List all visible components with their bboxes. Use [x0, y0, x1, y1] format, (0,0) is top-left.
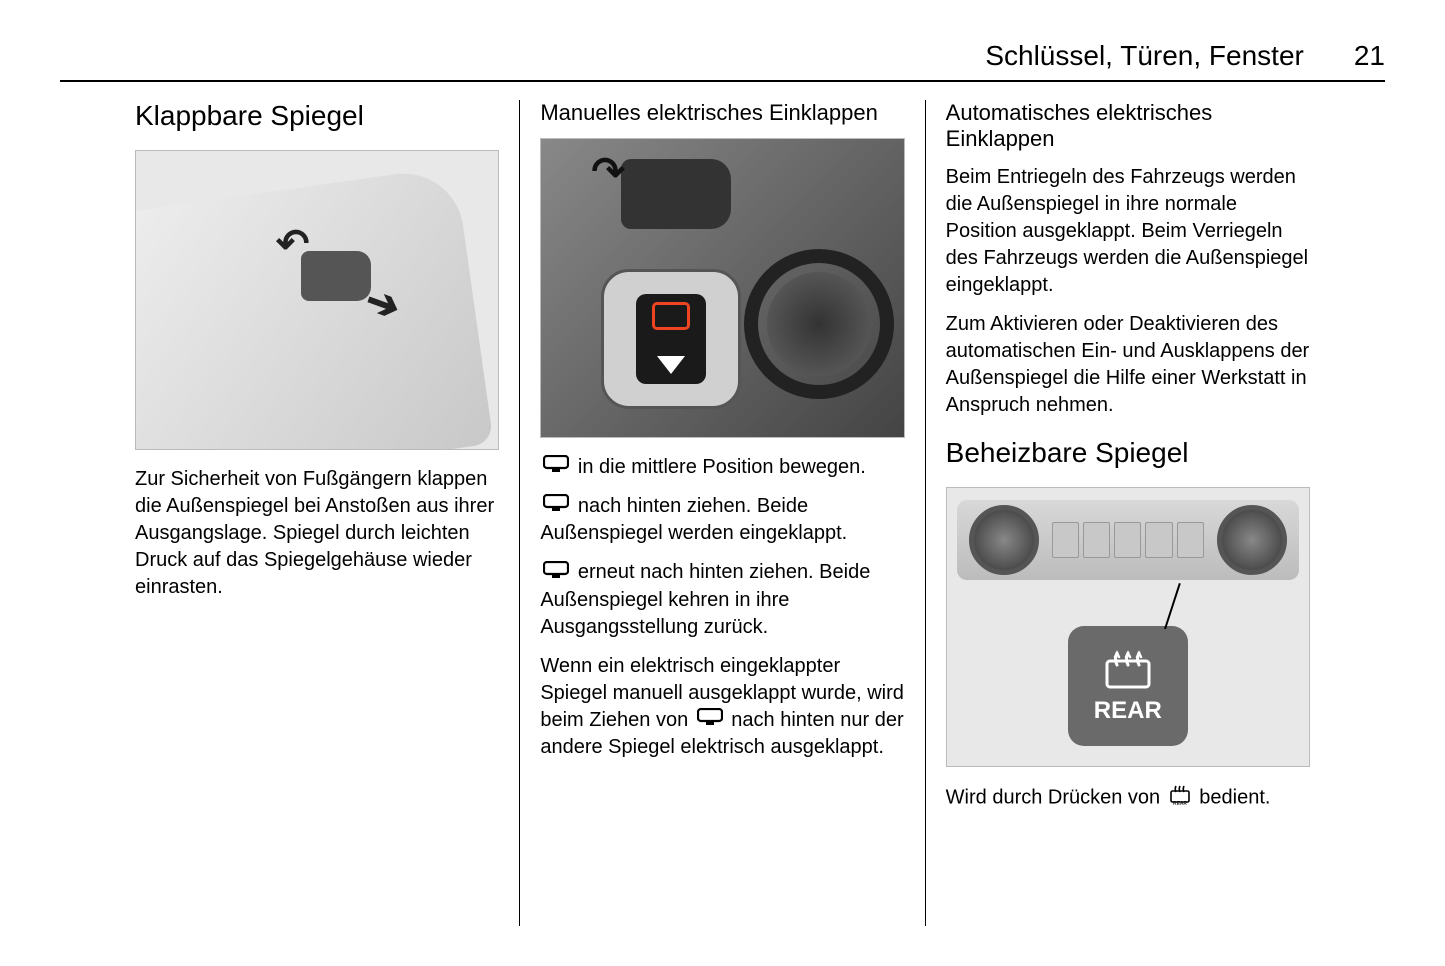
col2-heading: Manuelles elektrisches Einklappen: [540, 100, 904, 126]
climate-button: [1145, 522, 1172, 558]
col3-heading1: Automatisches elektrisches Einklappen: [946, 100, 1310, 152]
rear-button-callout: REAR: [1068, 626, 1188, 746]
col2-p3: erneut nach hinten ziehen. Beide Außensp…: [540, 559, 904, 640]
page-number: 21: [1354, 40, 1385, 72]
mirror-switch-icon: [697, 707, 723, 734]
page-header: Schlüssel, Türen, Fenster 21: [985, 40, 1385, 72]
climate-button: [1114, 522, 1141, 558]
content-columns: Klappbare Spiegel ↶ ➔ Zur Sicherheit von…: [115, 100, 1330, 926]
column-1: Klappbare Spiegel ↶ ➔ Zur Sicherheit von…: [115, 100, 519, 926]
col1-heading: Klappbare Spiegel: [135, 100, 499, 132]
figure-folding-mirror: ↶ ➔: [135, 150, 499, 450]
climate-button: [1052, 522, 1079, 558]
col2-p2: nach hinten ziehen. Beide Außenspiegel w…: [540, 493, 904, 547]
col3-p3-after: bedient.: [1194, 786, 1271, 808]
col2-p1: in die mittlere Position bewegen.: [540, 454, 904, 481]
climate-button: [1083, 522, 1110, 558]
rear-defrost-icon: [1101, 647, 1155, 691]
header-rule: [60, 80, 1385, 82]
climate-button: [1177, 522, 1204, 558]
mirror-switch-icon: [543, 454, 569, 481]
steering-wheel-illustration: [744, 249, 894, 399]
col3-p3-before: Wird durch Drücken von: [946, 786, 1166, 808]
car-body-illustration: [135, 166, 494, 450]
col2-p2-text: nach hinten ziehen. Beide Außenspiegel w…: [540, 495, 847, 544]
mirror-fold-arrow-icon: ↷: [591, 149, 625, 195]
col2-p1-text: in die mittlere Position bewegen.: [572, 456, 866, 478]
mirror-switch-illustration: [636, 294, 706, 384]
col2-p4: Wenn ein elektrisch eingeklappter Spiege…: [540, 653, 904, 761]
col3-p2: Zum Aktivieren oder Deaktivieren des aut…: [946, 311, 1310, 419]
svg-text:REAR: REAR: [1173, 801, 1187, 805]
mirror-switch-icon: [543, 560, 569, 587]
figure-mirror-switch: ↷: [540, 138, 904, 438]
col3-p1: Beim Entriegeln des Fahrzeugs werden die…: [946, 164, 1310, 299]
section-title: Schlüssel, Türen, Fenster: [985, 40, 1304, 72]
figure-heated-mirror-control: REAR: [946, 487, 1310, 767]
col2-p3-text: erneut nach hinten ziehen. Beide Außensp…: [540, 561, 870, 637]
exterior-mirror-illustration: [301, 251, 371, 301]
rear-defrost-small-icon: REAR: [1169, 783, 1191, 813]
col1-paragraph: Zur Sicherheit von Fußgängern klappen di…: [135, 466, 499, 601]
callout-line: [1164, 583, 1181, 629]
left-dial-illustration: [969, 505, 1039, 575]
col3-p3: Wird durch Drücken von REAR bedient.: [946, 783, 1310, 813]
mirror-illustration: [621, 159, 731, 229]
fold-arrow-icon: ↶: [276, 221, 310, 267]
col3-heading2: Beheizbare Spiegel: [946, 437, 1310, 469]
mirror-switch-icon: [543, 493, 569, 520]
right-dial-illustration: [1217, 505, 1287, 575]
rear-label: REAR: [1094, 697, 1162, 725]
switch-zoom-callout: [601, 269, 741, 409]
column-2: Manuelles elektrisches Einklappen ↷ in d…: [519, 100, 924, 926]
climate-buttons-row: [1052, 522, 1204, 558]
column-3: Automatisches elektrisches Einklappen Be…: [925, 100, 1330, 926]
climate-panel-illustration: [957, 500, 1299, 580]
